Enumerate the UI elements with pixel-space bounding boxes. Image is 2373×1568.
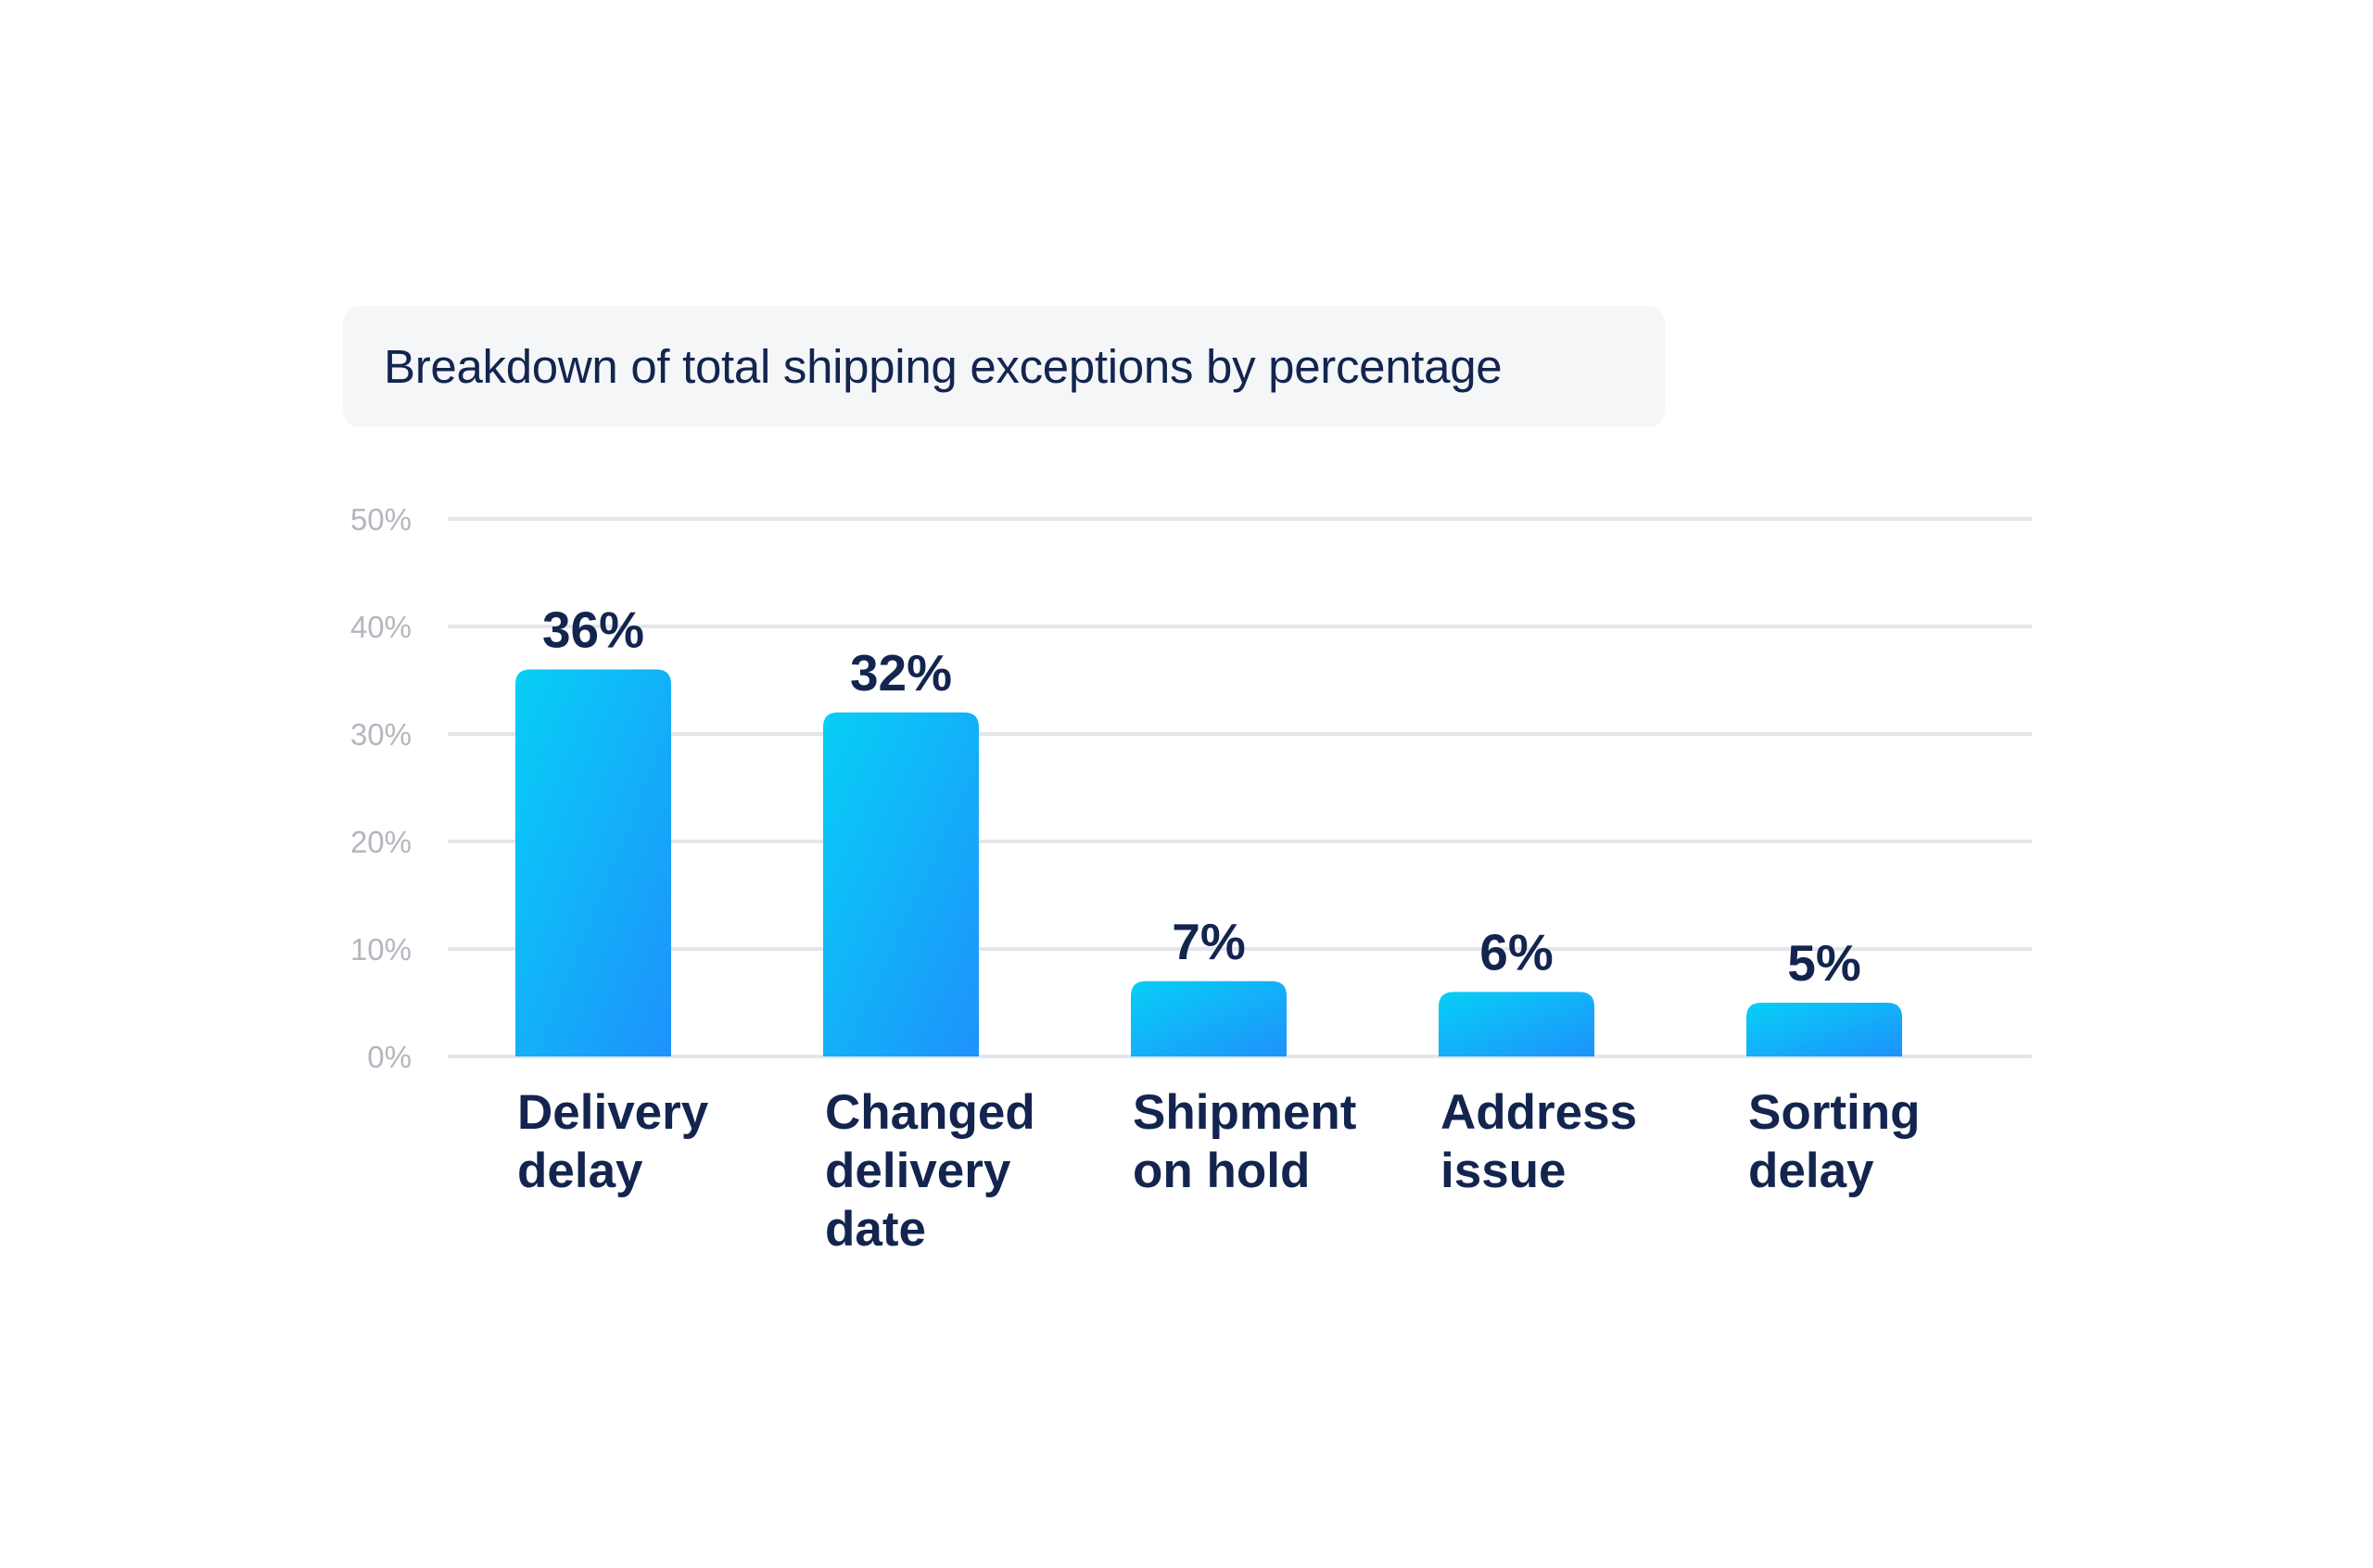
y-tick-label: 10% bbox=[350, 932, 412, 967]
bar-value-label: 36% bbox=[542, 601, 644, 658]
bar bbox=[1746, 1003, 1902, 1056]
category-label-line: delivery bbox=[825, 1144, 1011, 1198]
category-label-line: delay bbox=[517, 1144, 643, 1198]
category-label-line: date bbox=[825, 1202, 926, 1257]
value-labels: 36% 32% 7% 6% 5% bbox=[542, 601, 1861, 992]
bar-value-label: 7% bbox=[1172, 913, 1246, 970]
bar-value-label: 32% bbox=[850, 644, 952, 702]
y-tick-label: 0% bbox=[367, 1040, 412, 1074]
category-label-line: Delivery bbox=[517, 1085, 709, 1140]
category-label-line: Address bbox=[1440, 1085, 1637, 1140]
y-tick-label: 30% bbox=[350, 717, 412, 752]
bar bbox=[515, 669, 671, 1056]
y-tick-label: 50% bbox=[350, 502, 412, 537]
category-label-line: Changed bbox=[825, 1085, 1035, 1140]
category-label-line: issue bbox=[1440, 1144, 1567, 1198]
bar-value-label: 5% bbox=[1787, 934, 1861, 992]
category-label: Address issue bbox=[1440, 1085, 1637, 1198]
y-tick-label: 40% bbox=[350, 610, 412, 644]
y-tick-label: 20% bbox=[350, 825, 412, 859]
chart-title: Breakdown of total shipping exceptions b… bbox=[384, 340, 1503, 393]
category-label-line: on hold bbox=[1133, 1144, 1310, 1198]
chart-title-box: Breakdown of total shipping exceptions b… bbox=[343, 306, 1665, 427]
category-label: Delivery delay bbox=[517, 1085, 709, 1198]
bar bbox=[1439, 992, 1594, 1056]
category-label-line: Shipment bbox=[1133, 1085, 1356, 1140]
bars bbox=[515, 669, 1902, 1056]
y-axis-ticks: 0% 10% 20% 30% 40% 50% bbox=[350, 502, 412, 1074]
bar bbox=[1131, 980, 1287, 1056]
category-label: Sorting delay bbox=[1748, 1085, 1920, 1198]
category-label: Changed delivery date bbox=[825, 1085, 1035, 1257]
category-label: Shipment on hold bbox=[1133, 1085, 1356, 1198]
category-label-line: delay bbox=[1748, 1144, 1874, 1198]
bar-value-label: 6% bbox=[1479, 923, 1554, 980]
bar bbox=[823, 712, 979, 1056]
category-label-line: Sorting bbox=[1748, 1085, 1920, 1140]
